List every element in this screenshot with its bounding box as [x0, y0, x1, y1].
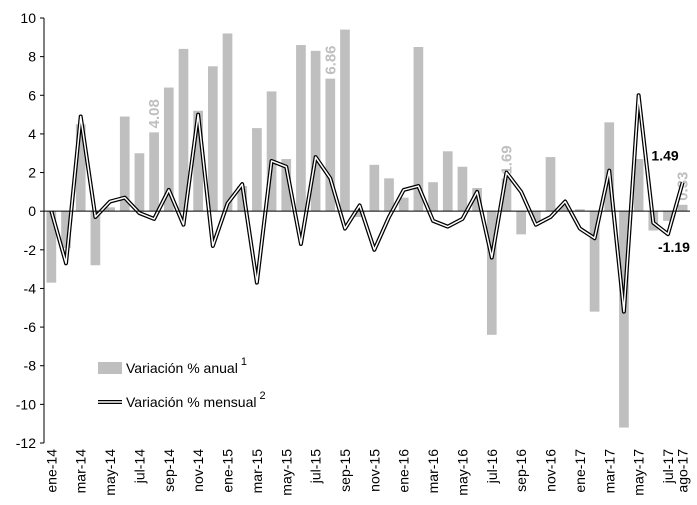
- x-tick-label: mar-17: [601, 449, 617, 494]
- bar: [516, 211, 527, 235]
- bar: [105, 207, 115, 212]
- y-tick-label: -2: [24, 242, 37, 258]
- x-tick-label: may-16: [454, 449, 470, 496]
- y-tick-label: 4: [28, 126, 36, 142]
- x-tick-label: jul-16: [484, 449, 500, 484]
- bar: [61, 211, 71, 248]
- bar: [193, 110, 204, 212]
- y-tick-label: 8: [28, 49, 36, 65]
- bar: [369, 164, 380, 212]
- bar: [178, 48, 189, 212]
- y-tick-label: 10: [20, 10, 36, 26]
- y-tick-label: -12: [16, 435, 36, 451]
- bar: [266, 91, 277, 212]
- bar: [589, 211, 600, 312]
- bar: [501, 178, 512, 212]
- x-tick-label: mar-15: [249, 449, 265, 494]
- x-tick-label: sep-14: [161, 449, 177, 492]
- x-tick-label: ene-16: [396, 449, 412, 493]
- x-tick-label: nov-16: [543, 449, 559, 492]
- bar: [281, 159, 292, 212]
- bar: [354, 211, 365, 217]
- bar: [310, 50, 321, 212]
- legend-note: 2: [259, 390, 265, 402]
- x-tick-label: sep-15: [337, 449, 353, 492]
- bar: [442, 151, 453, 212]
- y-tick-label: -4: [24, 280, 37, 296]
- x-tick-label: ene-15: [220, 449, 236, 493]
- bar: [633, 159, 644, 212]
- bar: [296, 45, 306, 212]
- y-tick-label: 6: [28, 87, 36, 103]
- bar: [545, 157, 556, 212]
- bar: [663, 211, 673, 221]
- bar: [134, 153, 145, 212]
- bar: [398, 197, 409, 212]
- bar: [384, 178, 394, 212]
- legend-note: 1: [241, 356, 247, 368]
- x-tick-label: may-17: [631, 449, 647, 496]
- bar: [428, 182, 438, 212]
- x-tick-label: jul-17: [660, 449, 676, 484]
- bar: [252, 128, 262, 212]
- bar: [237, 186, 248, 212]
- bar: [604, 122, 615, 212]
- x-tick-label: ene-17: [572, 449, 588, 493]
- line-value-label: 1.49: [651, 147, 678, 163]
- bar: [149, 132, 159, 212]
- bar-value-label: 6.86: [322, 45, 339, 74]
- x-tick-label: jul-15: [308, 449, 324, 484]
- x-tick-label: mar-14: [73, 449, 89, 494]
- bar-value-label: 4.08: [146, 99, 163, 128]
- bar: [163, 87, 174, 212]
- bar: [75, 124, 86, 212]
- x-tick-label: may-14: [102, 449, 118, 496]
- x-tick-label: sep-16: [513, 449, 529, 492]
- bar: [207, 66, 218, 212]
- y-tick-label: 0: [28, 203, 36, 219]
- x-tick-label: ago-17: [675, 449, 691, 493]
- line-value-label: -1.19: [658, 239, 690, 255]
- bar: [530, 211, 541, 221]
- x-tick-label: jul-14: [131, 449, 147, 484]
- x-tick-label: nov-15: [366, 449, 382, 492]
- bar: [457, 166, 468, 212]
- x-tick-label: may-15: [278, 449, 294, 496]
- bar: [575, 209, 585, 212]
- bar: [90, 211, 101, 266]
- y-tick-label: 2: [28, 165, 36, 181]
- bar: [560, 205, 571, 212]
- x-tick-label: mar-16: [425, 449, 441, 494]
- bar: [325, 78, 336, 212]
- bar: [340, 29, 350, 212]
- bar: [222, 33, 233, 212]
- legend-label: Variación % mensual: [126, 394, 256, 410]
- x-tick-label: nov-14: [190, 449, 206, 492]
- y-tick-label: -6: [24, 319, 37, 335]
- bar-value-label: 1.69: [498, 145, 515, 174]
- bar: [619, 211, 629, 428]
- y-tick-label: -8: [24, 358, 37, 374]
- bar: [486, 211, 497, 335]
- bar: [46, 211, 57, 283]
- bar: [119, 116, 130, 212]
- line-inner: [50, 94, 684, 313]
- y-tick-label: -10: [16, 396, 36, 412]
- bar: [413, 46, 424, 212]
- legend-swatch: [98, 362, 122, 374]
- legend-label: Variación % anual: [126, 360, 238, 376]
- bar: [677, 204, 688, 212]
- x-tick-label: ene-14: [43, 449, 59, 493]
